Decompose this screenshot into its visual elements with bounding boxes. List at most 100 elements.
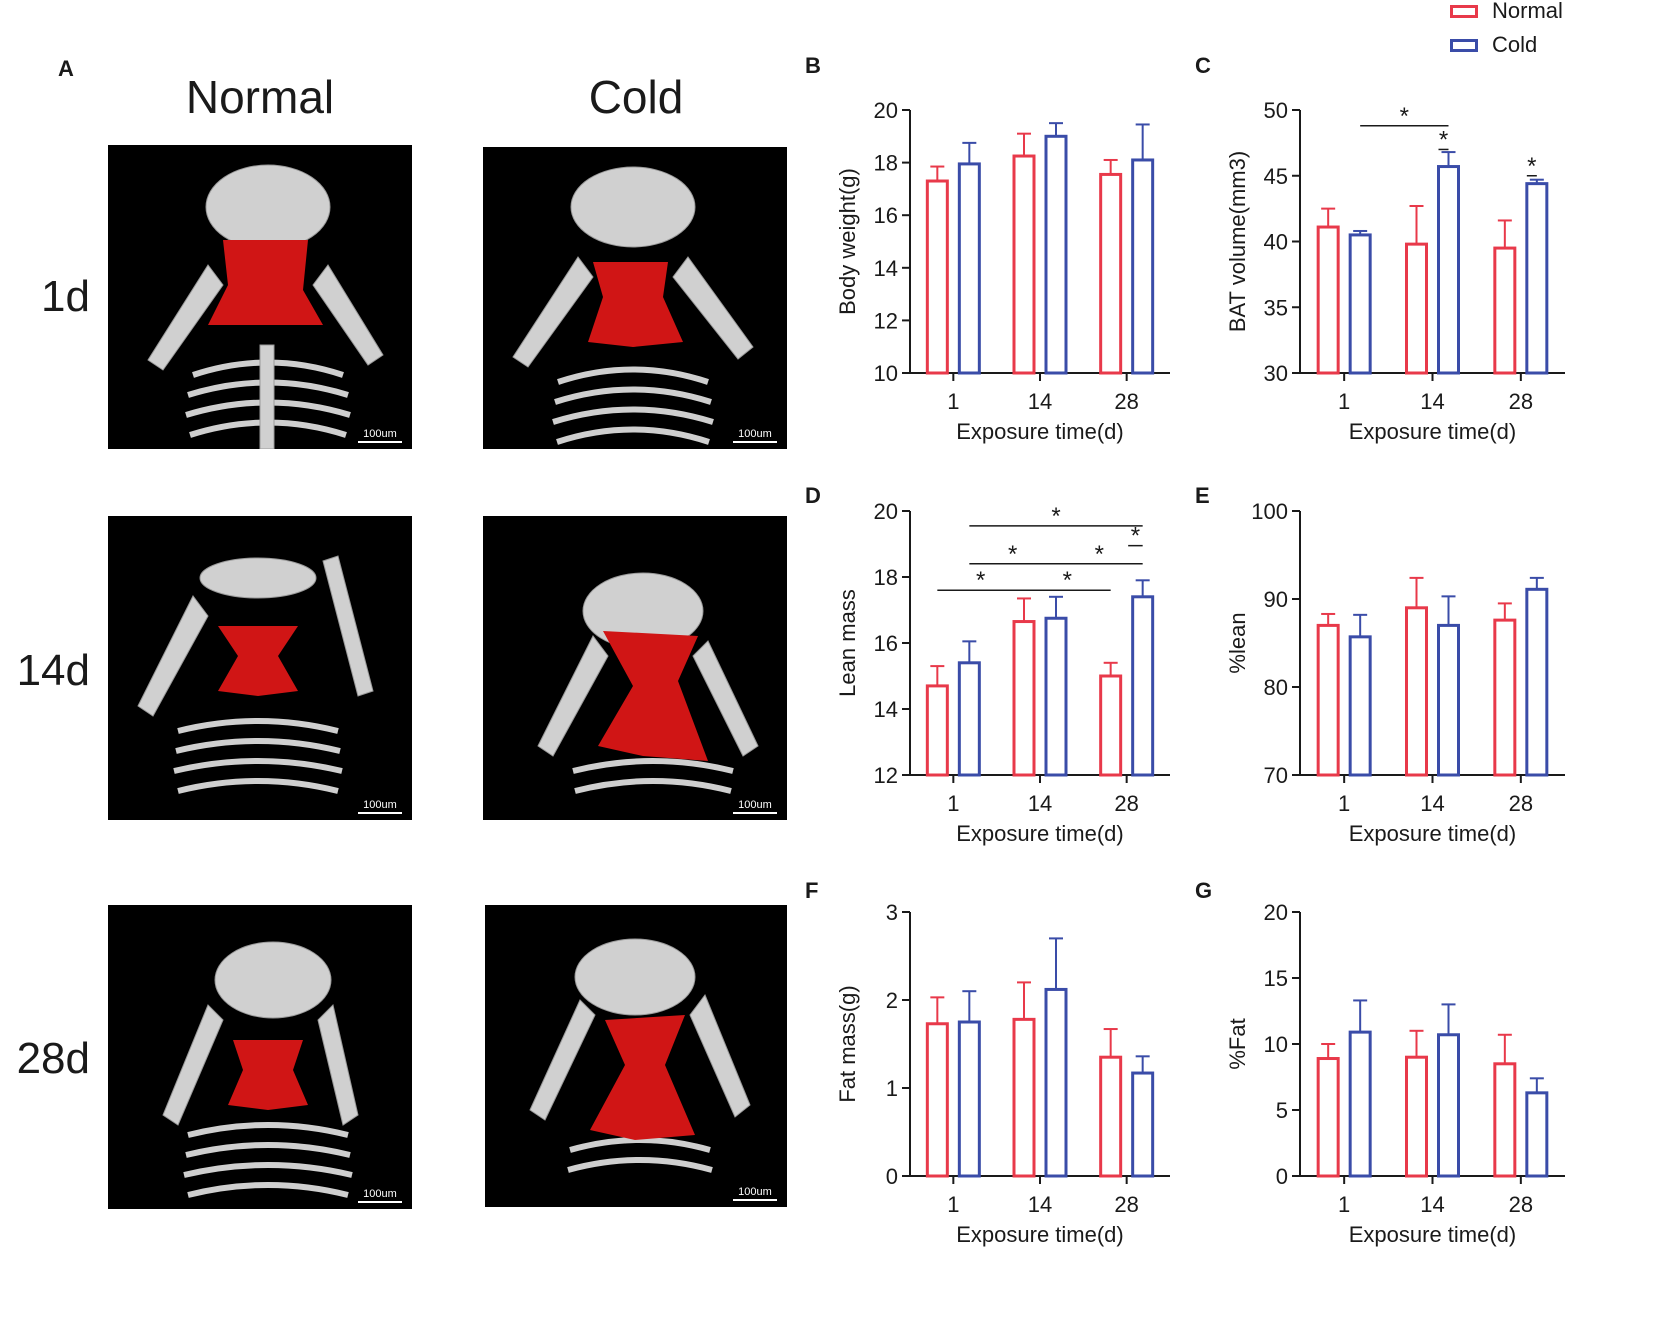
y-tick-label: 5 (1276, 1098, 1288, 1123)
bar-cold (1044, 134, 1068, 375)
y-tick-label: 2 (886, 988, 898, 1013)
ct-scan-normal-1d: 100um (108, 145, 412, 450)
column-header-cold: Cold (588, 71, 684, 123)
x-tick-label: 1 (1338, 389, 1350, 414)
bar-cold (1437, 623, 1460, 777)
chart-bat-volume: C 30 35 40 45 50 BAT volume(mm3) 1 14 28 Exposure … (1195, 53, 1565, 444)
significance-star: * (976, 567, 985, 594)
bar-cold (1131, 158, 1155, 375)
column-header-normal: Normal (185, 71, 335, 123)
y-tick-label: 15 (1264, 966, 1288, 991)
scale-label: 100um (738, 428, 772, 440)
scale-label: 100um (363, 1188, 397, 1200)
y-tick-label: 12 (874, 763, 898, 788)
y-tick-label: 10 (1264, 1032, 1288, 1057)
x-tick-label: 14 (1420, 791, 1444, 816)
y-tick-label: 16 (874, 631, 898, 656)
chart-percent-fat: G 0 5 10 15 20 %Fat 1 14 28 Exposure time(d) (1195, 878, 1565, 1247)
bar-normal (1316, 623, 1340, 777)
bar-cold (1044, 616, 1068, 777)
x-tick-label: 1 (1338, 1192, 1350, 1217)
y-axis-label: Lean mass (835, 589, 860, 697)
x-tick-label: 1 (947, 1192, 959, 1217)
bar-normal (1493, 246, 1517, 375)
panel-letter: E (1195, 483, 1210, 508)
significance-star: * (1051, 503, 1060, 530)
y-axis-label: Body weight(g) (835, 168, 860, 315)
chart-fat-mass: F 0 1 2 3 Fat mass(g) 1 14 28 Exposure time(d) (805, 878, 1170, 1247)
ct-scan-cold-1d: 100um (483, 147, 787, 449)
y-tick-label: 0 (886, 1164, 898, 1189)
y-tick-label: 45 (1264, 164, 1288, 189)
significance-star: * (1439, 126, 1448, 153)
skeleton-illustration (137, 555, 374, 794)
x-axis-label: Exposure time(d) (1349, 821, 1517, 846)
chart-lean-mass: D 12 14 16 18 20 Lean mass 1 14 28 Exposure time(d… (805, 483, 1170, 846)
panel-letter: F (805, 878, 818, 903)
x-tick-label: 14 (1420, 389, 1444, 414)
bar-cold (957, 162, 981, 375)
bar-normal (1012, 154, 1036, 375)
skeleton-illustration (147, 164, 384, 450)
bar-normal (1405, 606, 1428, 777)
bar-cold (1348, 233, 1372, 375)
x-tick-label: 14 (1420, 1192, 1444, 1217)
y-tick-label: 14 (874, 256, 898, 281)
y-tick-label: 70 (1264, 763, 1288, 788)
bar-cold (1348, 635, 1372, 777)
y-tick-label: 20 (874, 98, 898, 123)
significance-star: * (1400, 103, 1409, 130)
x-tick-label: 28 (1114, 389, 1138, 414)
panel-a-letter: A (58, 56, 74, 81)
bar-cold (957, 1020, 981, 1178)
skeleton-illustration (162, 941, 359, 1198)
bar-normal (1405, 1055, 1428, 1178)
bar-cold (1131, 595, 1155, 777)
x-tick-label: 14 (1028, 1192, 1052, 1217)
y-tick-label: 3 (886, 900, 898, 925)
scale-label: 100um (738, 799, 772, 811)
row-header-14d: 14d (16, 646, 90, 695)
scale-bar: 100um (358, 428, 402, 443)
y-tick-label: 20 (874, 499, 898, 524)
y-tick-label: 16 (874, 203, 898, 228)
scale-bar: 100um (358, 1188, 402, 1203)
y-tick-label: 0 (1276, 1164, 1288, 1189)
x-tick-label: 1 (1338, 791, 1350, 816)
ct-scan-normal-28d: 100um (108, 905, 412, 1209)
bar-normal (1099, 1055, 1123, 1178)
significance-star: * (1063, 567, 1072, 594)
bar-normal (1405, 242, 1428, 375)
y-axis-label: %lean (1225, 612, 1250, 673)
y-tick-label: 50 (1264, 98, 1288, 123)
x-tick-label: 14 (1028, 389, 1052, 414)
x-axis-label: Exposure time(d) (1349, 1222, 1517, 1247)
scale-bar: 100um (358, 799, 402, 814)
bar-cold (1525, 1091, 1549, 1178)
scale-label: 100um (363, 428, 397, 440)
scale-bar: 100um (733, 1186, 777, 1201)
x-tick-label: 28 (1509, 1192, 1533, 1217)
bar-normal (1099, 172, 1123, 375)
bar-normal (925, 1022, 949, 1178)
y-tick-label: 80 (1264, 675, 1288, 700)
scale-bar: 100um (733, 799, 777, 814)
ct-scan-cold-28d: 100um (485, 905, 787, 1207)
panel-letter: D (805, 483, 821, 508)
bar-cold (1525, 587, 1549, 777)
y-tick-label: 90 (1264, 587, 1288, 612)
y-tick-label: 10 (874, 361, 898, 386)
row-header-28d: 28d (16, 1034, 90, 1083)
bar-cold (1348, 1030, 1372, 1178)
x-tick-label: 28 (1114, 791, 1138, 816)
bar-normal (1493, 1062, 1517, 1178)
significance-star: * (1008, 541, 1017, 568)
legend-label-cold: Cold (1492, 32, 1538, 57)
x-tick-label: 1 (947, 791, 959, 816)
bar-normal (925, 179, 949, 375)
legend-label-normal: Normal (1492, 0, 1563, 23)
legend-swatch-normal (1450, 4, 1478, 18)
bar-normal (925, 684, 949, 777)
y-tick-label: 18 (874, 151, 898, 176)
bar-cold (1437, 1033, 1460, 1178)
